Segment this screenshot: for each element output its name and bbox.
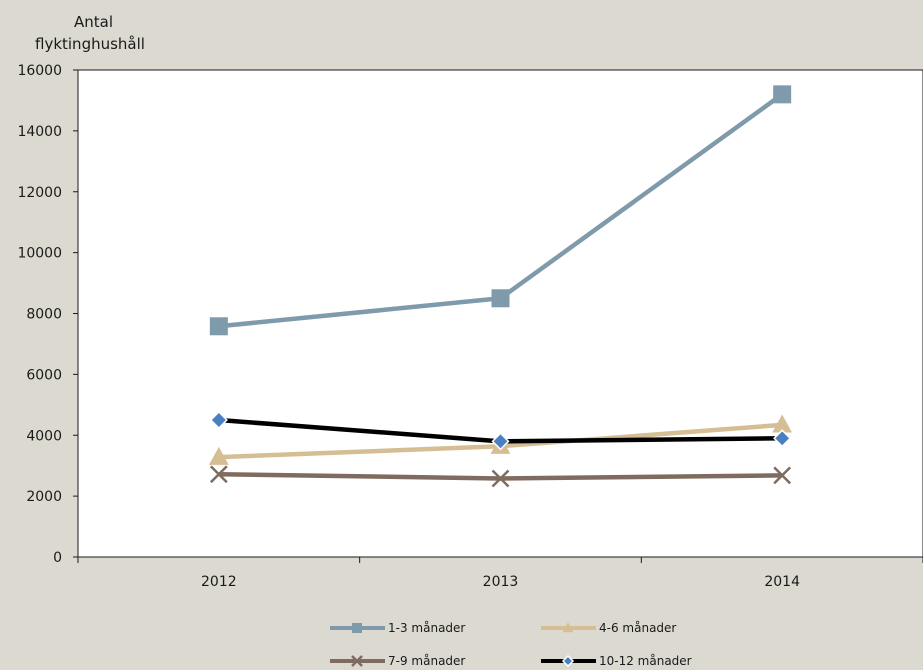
x-tick-label: 2013 xyxy=(483,574,519,590)
y-tick-label: 6000 xyxy=(26,367,62,383)
legend-item: 7-9 månader xyxy=(330,654,465,668)
data-point xyxy=(209,317,228,336)
y-tick-label: 14000 xyxy=(17,124,62,140)
legend-item: 4-6 månader xyxy=(541,621,676,635)
y-tick-label: 0 xyxy=(53,550,62,566)
y-tick-label: 2000 xyxy=(26,489,62,505)
y-tick-label: 4000 xyxy=(26,428,62,444)
data-point xyxy=(491,469,510,488)
y-tick-label: 10000 xyxy=(17,246,62,262)
y-axis-title-line-1: Antal xyxy=(74,13,113,31)
data-point xyxy=(772,414,793,433)
data-point xyxy=(208,446,229,465)
data-point xyxy=(773,429,792,448)
x-tick-label: 2014 xyxy=(764,574,800,590)
y-axis-title-line-2: flyktinghushåll xyxy=(35,35,145,53)
legend-marker xyxy=(562,622,574,633)
series-layer xyxy=(208,85,793,488)
data-point xyxy=(491,289,510,308)
legend-marker xyxy=(561,654,575,668)
y-axis: 0 2000 4000 6000 8000 10000 12000 14000 16000 xyxy=(17,63,78,566)
x-tick-label: 2012 xyxy=(201,574,237,590)
series-3 xyxy=(209,465,792,488)
legend-label: 4-6 månader xyxy=(599,621,676,635)
legend-label: 10-12 månader xyxy=(599,654,692,668)
legend: 1-3 månader 4-6 månader 7-9 månader 10-12 m… xyxy=(330,621,692,668)
plot-area xyxy=(77,69,923,558)
series-4 xyxy=(209,410,792,451)
x-axis: 2012 2013 2014 xyxy=(77,557,923,590)
legend-item: 10-12 månader xyxy=(541,654,692,668)
data-point xyxy=(491,432,510,451)
data-point xyxy=(209,410,228,430)
data-point xyxy=(209,465,228,484)
legend-label: 1-3 månader xyxy=(388,621,465,635)
legend-marker xyxy=(351,655,363,667)
y-tick-label: 8000 xyxy=(26,307,62,323)
data-point xyxy=(773,85,792,104)
y-tick-label: 16000 xyxy=(17,63,62,79)
y-tick-label: 12000 xyxy=(17,185,62,201)
legend-item: 1-3 månader xyxy=(330,621,465,635)
series-1 xyxy=(209,85,792,336)
legend-marker xyxy=(352,623,362,633)
legend-label: 7-9 månader xyxy=(388,654,465,668)
data-point xyxy=(773,466,792,485)
